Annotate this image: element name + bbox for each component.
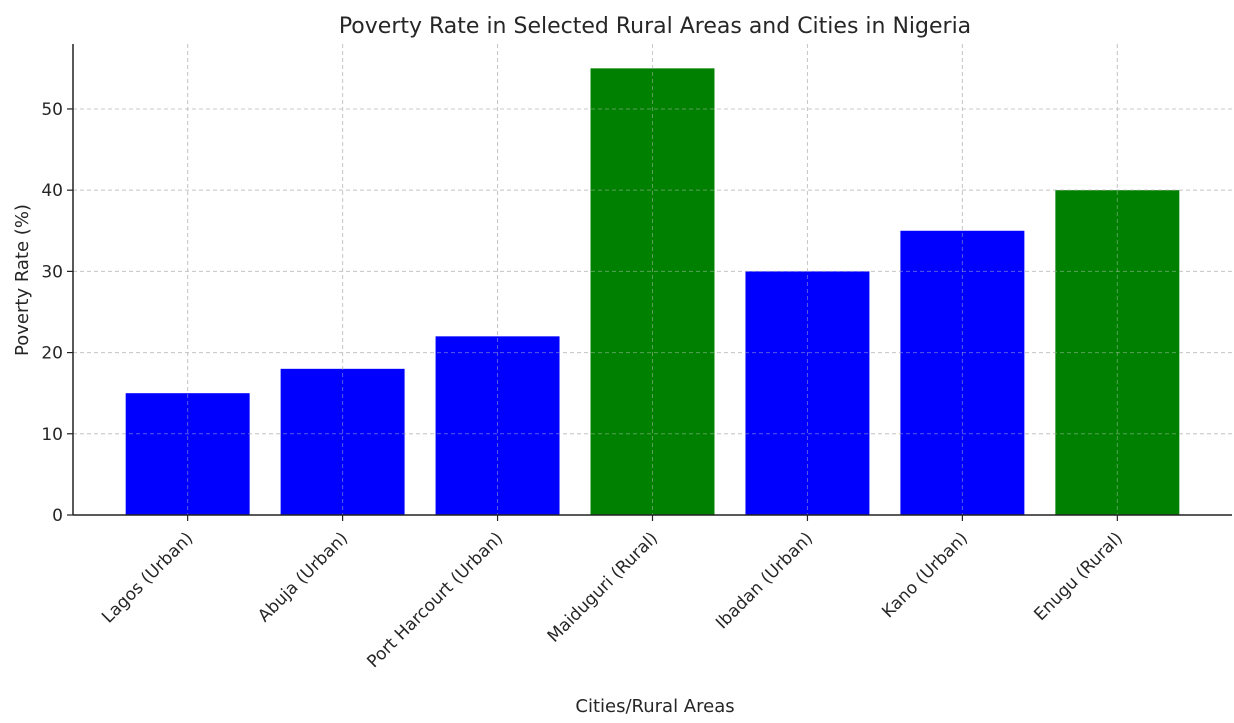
bar-abuja-urban: [280, 368, 405, 515]
y-axis-label: Poverty Rate (%): [12, 204, 33, 356]
x-tick-label: Ibadan (Urban): [712, 528, 817, 633]
x-tick-label: Maiduguri (Rural): [544, 528, 662, 646]
x-tick-label: Enugu (Rural): [1030, 528, 1127, 625]
bar-ibadan-urban: [745, 271, 870, 515]
y-tick-label: 30: [41, 262, 63, 282]
bar-enugu-rural: [1055, 190, 1180, 515]
x-ticks: Lagos (Urban) Abuja (Urban) Port Harcourt …: [98, 515, 1127, 672]
bars: [73, 44, 1232, 516]
y-tick-label: 10: [41, 425, 63, 445]
y-tick-label: 50: [41, 100, 63, 120]
bar-port-harcourt-urban: [435, 336, 560, 515]
x-tick-label: Abuja (Urban): [254, 528, 352, 626]
bar-kano-urban: [900, 230, 1025, 515]
bar-lagos-urban: [125, 393, 250, 515]
chart-title: Poverty Rate in Selected Rural Areas and…: [339, 14, 971, 39]
grid-overlay: [73, 44, 1232, 516]
y-tick-label: 20: [41, 344, 63, 364]
x-tick-label: Port Harcourt (Urban): [363, 528, 507, 672]
x-tick-label: Lagos (Urban): [98, 528, 197, 627]
x-tick-label: Kano (Urban): [878, 528, 972, 622]
x-axis-label: Cities/Rural Areas: [575, 696, 734, 717]
y-tick-label: 0: [52, 506, 63, 526]
y-tick-label: 40: [41, 181, 63, 201]
y-ticks: 0 10 20 30 40 50: [41, 100, 73, 526]
bar-maiduguri-rural: [590, 68, 715, 516]
